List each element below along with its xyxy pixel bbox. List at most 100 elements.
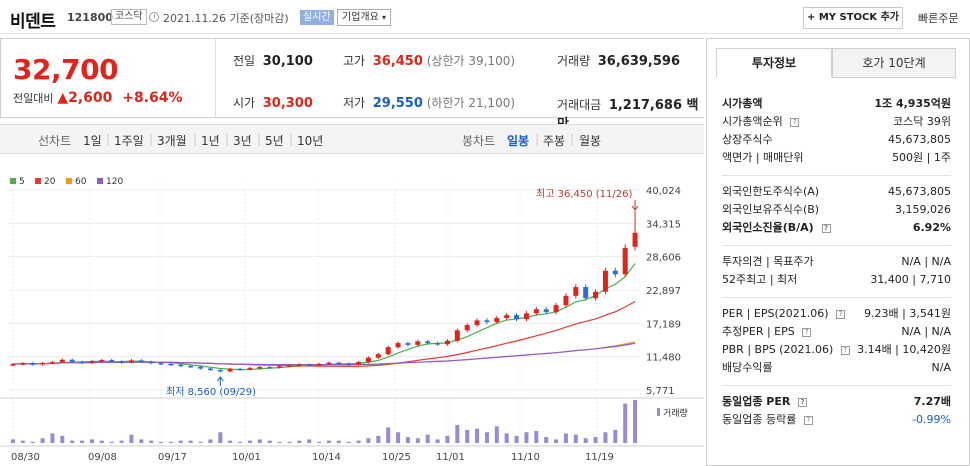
price-summary: 32,700 전일대비 ▲2,600 +8.64% 전일 30,100 고가 3… xyxy=(0,38,704,132)
volume-bar xyxy=(336,440,341,443)
help-icon[interactable]: ? xyxy=(821,224,831,233)
candle-body xyxy=(109,360,115,362)
info-row: 투자의견 | 목표주가 N/A | N/A xyxy=(722,253,951,271)
line-chart-label[interactable]: 선차트 xyxy=(38,134,72,148)
tab-1y[interactable]: 1년 xyxy=(201,134,220,148)
info-row: 외국인한도주식수(A) 45,673,805 xyxy=(722,183,951,201)
info-row: PBR | BPS (2021.06) ? 3.14배 | 10,420원 xyxy=(722,341,951,359)
volume-bar xyxy=(573,434,578,443)
info-row-value: 3.14배 | 10,420원 xyxy=(857,343,951,356)
info-row-value: N/A | N/A xyxy=(901,255,951,268)
volume-bar xyxy=(257,439,262,443)
corp-info-dropdown[interactable]: 기업개요 ▾ xyxy=(337,9,392,26)
y-tick-label: 5,771 xyxy=(646,386,675,397)
candle-body xyxy=(543,309,549,313)
x-tick-label: 10/01 xyxy=(232,452,261,463)
candle-body xyxy=(553,305,559,313)
help-icon[interactable]: ? xyxy=(798,398,808,407)
volume-bar xyxy=(287,441,292,443)
info-row-label: 상장주식수 xyxy=(722,133,773,146)
volume-bar xyxy=(544,437,549,443)
my-stock-add-button[interactable]: + MY STOCK 추가 xyxy=(803,7,903,29)
market-badge: 코스닥 xyxy=(111,9,147,25)
help-icon[interactable]: ? xyxy=(803,416,813,425)
candle-body xyxy=(69,359,75,362)
daily-candlestick-chart[interactable]: 5 20 60 120 40,024 34,315 28,606 22,897 17,189 11… xyxy=(0,160,704,466)
volume-bar xyxy=(50,433,55,443)
info-row: 동일업종 등락률 ? -0.99% xyxy=(722,411,951,429)
candle-body xyxy=(99,360,105,362)
quick-order-link[interactable]: 빠른주문 xyxy=(918,12,959,25)
candle-body xyxy=(523,313,529,320)
info-row-label: 추정PER | EPS ? xyxy=(722,323,812,341)
volume-bar xyxy=(129,434,134,443)
tab-monthly[interactable]: 월봉 xyxy=(579,134,602,148)
candle-body xyxy=(346,363,352,366)
candle-body xyxy=(504,315,510,319)
legend-swatch xyxy=(35,178,41,184)
candle-chart-label[interactable]: 봉차트 xyxy=(462,134,496,148)
info-row-label: 52주최고 | 최저 xyxy=(722,273,798,286)
candle-body xyxy=(454,330,460,341)
x-tick-label: 10/25 xyxy=(382,452,411,463)
change-label: 전일대비 xyxy=(13,92,54,105)
tab-weekly[interactable]: 주봉 xyxy=(543,134,566,148)
candle-body xyxy=(563,295,569,306)
change-rate: +8.64% xyxy=(122,90,183,106)
info-row-value: 6.92% xyxy=(912,221,951,234)
volume-bar xyxy=(603,432,608,443)
tab-daily[interactable]: 일봉 xyxy=(507,134,530,148)
low-label: 저가 xyxy=(343,96,366,110)
tab-investment-info[interactable]: 투자정보 xyxy=(716,48,832,78)
tab-3y[interactable]: 3년 xyxy=(233,134,252,148)
high-annotation: 최고 36,450 (11/26) xyxy=(536,188,632,200)
volume-bar xyxy=(376,435,381,443)
tab-separator: | xyxy=(570,132,575,146)
candle-body xyxy=(336,362,342,365)
tab-separator: | xyxy=(106,132,111,146)
investment-info-panel: 투자정보 호가 10단계 시가총액 1조 4,935억원 시가총액순위 ? 코스닥 3… xyxy=(706,38,970,466)
volume-bar xyxy=(346,441,351,443)
info-row-value: 코스닥 39위 xyxy=(893,115,951,128)
tab-separator: | xyxy=(193,132,198,146)
volume-label: 거래량 xyxy=(663,407,688,419)
tab-separator: | xyxy=(225,132,230,146)
tab-order-book[interactable]: 호가 10단계 xyxy=(832,48,956,78)
tab-1d[interactable]: 1일 xyxy=(83,134,102,148)
clock-icon xyxy=(149,12,159,22)
candle-body xyxy=(296,364,302,366)
candle-body xyxy=(326,362,332,365)
volume-bar xyxy=(386,427,391,443)
volume-bar xyxy=(218,432,223,443)
tab-3m[interactable]: 3개월 xyxy=(157,134,187,148)
realtime-button[interactable]: 실시간 xyxy=(300,10,334,25)
volume-bar xyxy=(534,431,539,443)
volume-cell: 거래량 36,639,596 xyxy=(557,52,680,69)
tab-5y[interactable]: 5년 xyxy=(265,134,284,148)
high-value: 36,450 xyxy=(372,54,423,69)
candle-body xyxy=(494,318,500,323)
candle-body xyxy=(138,360,144,362)
help-icon[interactable]: ? xyxy=(840,346,850,355)
info-row-label: 액면가 | 매매단위 xyxy=(722,151,804,164)
candle-body xyxy=(435,343,441,345)
volume-bar xyxy=(159,441,164,443)
info-row-label: 동일업종 등락률 ? xyxy=(722,411,813,429)
y-tick-label: 40,024 xyxy=(646,186,681,197)
candle-body xyxy=(79,361,85,364)
candle-body xyxy=(612,270,618,275)
volume-bar xyxy=(80,440,85,443)
x-tick-label: 08/30 xyxy=(11,452,40,463)
tab-1w[interactable]: 1주일 xyxy=(114,134,144,148)
tab-10y[interactable]: 10년 xyxy=(297,134,324,148)
help-icon[interactable]: ? xyxy=(836,310,846,319)
help-icon[interactable]: ? xyxy=(802,328,812,337)
volume-bar xyxy=(593,437,598,443)
high-cell: 고가 36,450 (상한가 39,100) xyxy=(343,52,515,69)
low-annotation: 최저 8,560 (09/29) xyxy=(166,386,256,398)
row-divider xyxy=(722,175,951,176)
info-row: PER | EPS(2021.06) ? 9.23배 | 3,541원 xyxy=(722,305,951,323)
candle-body xyxy=(484,320,490,323)
open-cell: 시가 30,300 xyxy=(233,94,313,111)
help-icon[interactable]: ? xyxy=(790,118,800,127)
